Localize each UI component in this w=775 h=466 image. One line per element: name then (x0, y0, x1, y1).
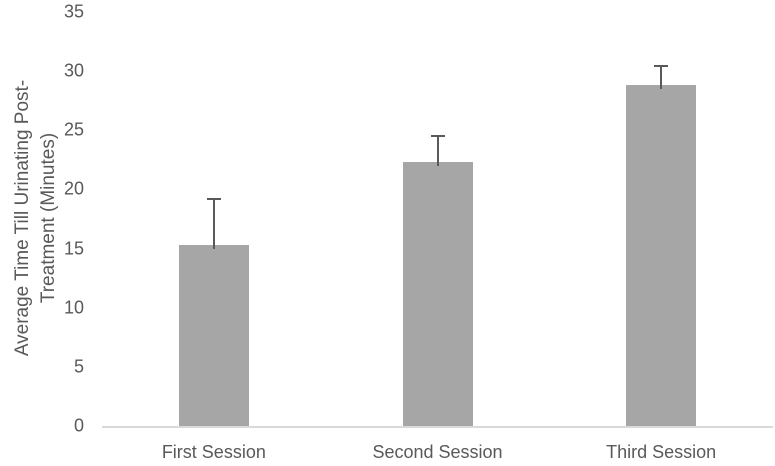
y-tick-label: 10 (63, 297, 84, 318)
y-tick-label: 15 (63, 238, 84, 259)
x-category-label: Third Session (606, 442, 717, 462)
y-tick-label: 35 (63, 1, 84, 22)
bar-3 (626, 85, 697, 426)
y-tick-label: 20 (63, 178, 84, 199)
error-bar-cap-1 (206, 197, 221, 200)
x-category-label: First Session (161, 442, 266, 462)
y-axis-title-line-2: Treatment (Minutes) (38, 132, 59, 304)
y-tick-label: 5 (73, 356, 84, 377)
error-bar-whisker-3 (660, 65, 663, 90)
x-axis-line (102, 426, 773, 428)
error-bar-whisker-2 (436, 134, 439, 167)
y-tick-label: 0 (73, 415, 84, 436)
bar-2 (402, 162, 473, 426)
y-tick-label: 25 (63, 119, 84, 140)
y-tick-label: 30 (63, 60, 84, 81)
x-category-label: Second Session (372, 442, 503, 462)
error-bar-whisker-1 (212, 197, 215, 249)
y-axis-title: Average Time Till Urinating Post- Treatm… (10, 28, 62, 408)
error-bar-cap-2 (430, 134, 445, 137)
y-axis-title-line-1: Average Time Till Urinating Post- (12, 79, 33, 357)
bar-1 (178, 244, 249, 426)
error-bar-cap-3 (654, 65, 669, 68)
